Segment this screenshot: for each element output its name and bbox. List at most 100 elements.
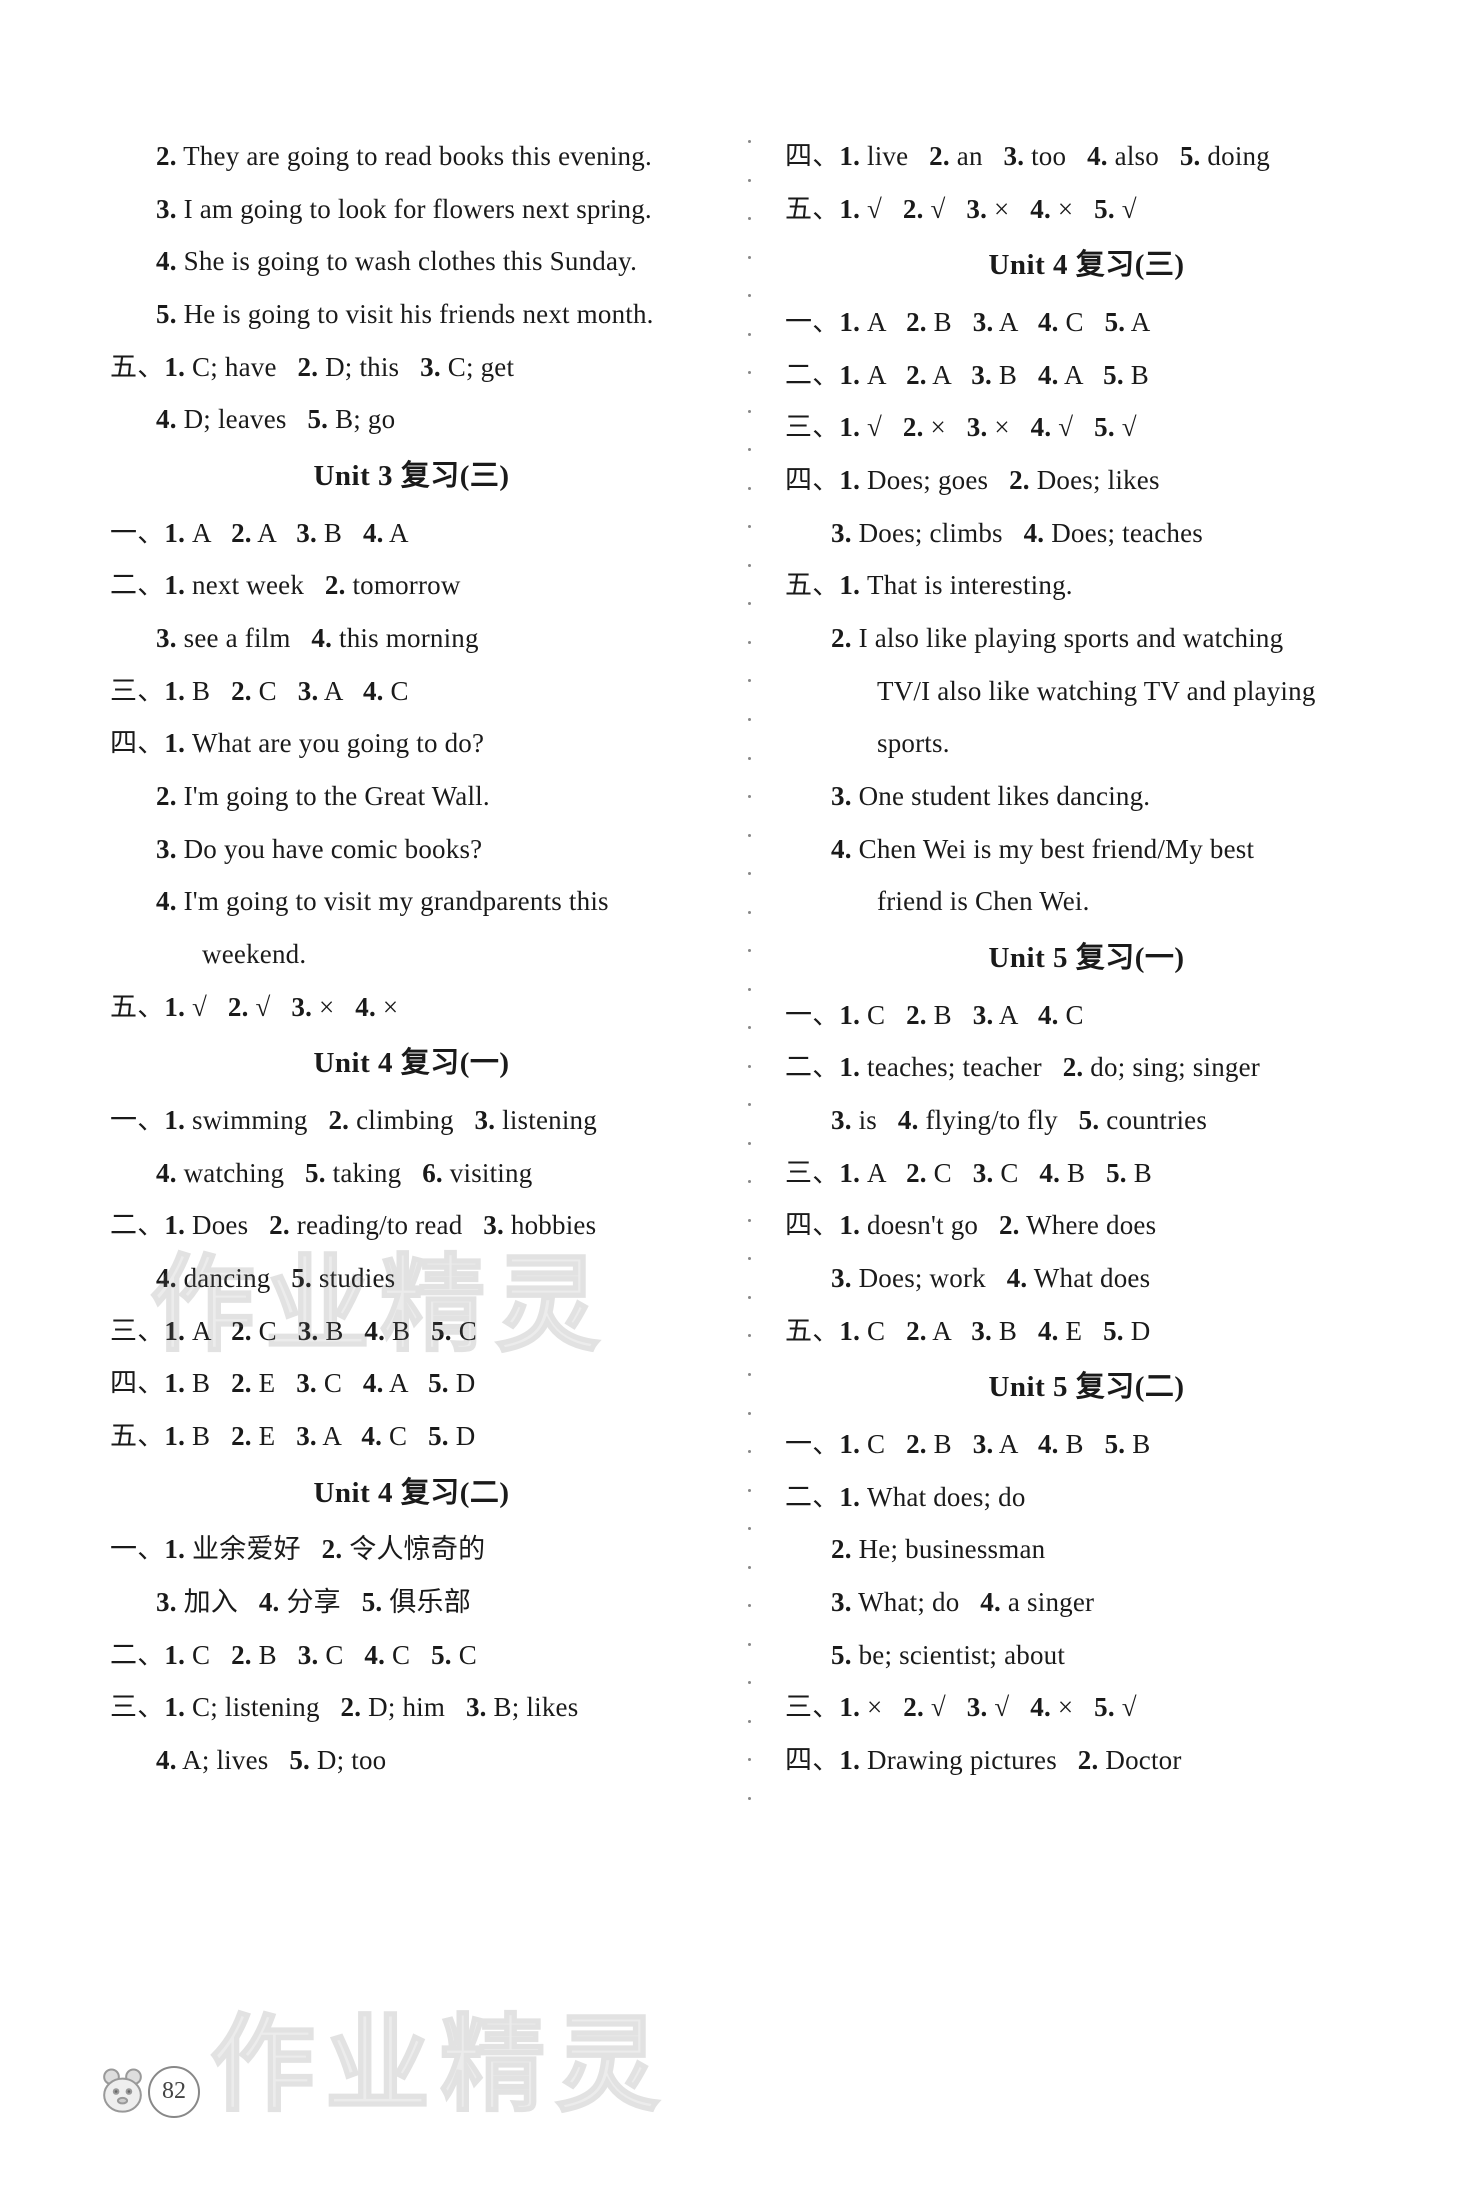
divider-dot xyxy=(748,1681,751,1684)
answer-line: 二、1. A 2. A 3. B 4. A 5. B xyxy=(785,349,1388,402)
answer-line: 3. Does; work 4. What does xyxy=(785,1252,1388,1305)
answer-line: 2. I'm going to the Great Wall. xyxy=(110,770,713,823)
answer-line: 二、1. C 2. B 3. C 4. C 5. C xyxy=(110,1629,713,1682)
divider-dot xyxy=(748,1296,751,1299)
divider-dot xyxy=(748,1412,751,1415)
answer-line: 3. 加入 4. 分享 5. 俱乐部 xyxy=(110,1576,713,1629)
answer-line: 四、1. Does; goes 2. Does; likes xyxy=(785,454,1388,507)
answer-line: 3. is 4. flying/to fly 5. countries xyxy=(785,1094,1388,1147)
answer-line: 二、1. What does; do xyxy=(785,1471,1388,1524)
divider-dot xyxy=(748,679,751,682)
answer-line: 四、1. live 2. an 3. too 4. also 5. doing xyxy=(785,130,1388,183)
answer-line: TV/I also like watching TV and playing xyxy=(785,665,1388,718)
divider-dot xyxy=(748,641,751,644)
answer-line: 4. D; leaves 5. B; go xyxy=(110,393,713,446)
answer-line: 3. I am going to look for flowers next s… xyxy=(110,183,713,236)
divider-dot xyxy=(748,1065,751,1068)
divider-dot xyxy=(748,988,751,991)
unit-heading: Unit 3 复习(三) xyxy=(110,446,713,507)
answer-line: 一、1. A 2. B 3. A 4. C 5. A xyxy=(785,296,1388,349)
answer-line: 四、1. doesn't go 2. Where does xyxy=(785,1199,1388,1252)
divider-dot xyxy=(748,1103,751,1106)
divider-dot xyxy=(748,1643,751,1646)
divider-dot xyxy=(748,718,751,721)
divider-dot xyxy=(748,1566,751,1569)
answer-line: 五、1. C 2. A 3. B 4. E 5. D xyxy=(785,1305,1388,1358)
divider-dot xyxy=(748,1450,751,1453)
answer-line: 五、1. √ 2. √ 3. × 4. × xyxy=(110,981,713,1034)
divider-dot xyxy=(748,602,751,605)
divider-dot xyxy=(748,795,751,798)
divider-dot xyxy=(748,1797,751,1800)
divider-dot xyxy=(748,872,751,875)
divider-dot xyxy=(748,140,751,143)
answer-line: 3. Do you have comic books? xyxy=(110,823,713,876)
answer-line: 三、1. C; listening 2. D; him 3. B; likes xyxy=(110,1681,713,1734)
answer-line: friend is Chen Wei. xyxy=(785,875,1388,928)
answer-line: 4. She is going to wash clothes this Sun… xyxy=(110,235,713,288)
answer-line: 2. He; businessman xyxy=(785,1523,1388,1576)
divider-dot xyxy=(748,1180,751,1183)
divider-dot xyxy=(748,1489,751,1492)
divider-dot xyxy=(748,487,751,490)
divider-dot xyxy=(748,949,751,952)
answer-line: 五、1. √ 2. √ 3. × 4. × 5. √ xyxy=(785,183,1388,236)
unit-heading: Unit 4 复习(二) xyxy=(110,1463,713,1524)
answer-line: 三、1. A 2. C 3. C 4. B 5. B xyxy=(785,1147,1388,1200)
divider-dot xyxy=(748,834,751,837)
answer-line: 2. They are going to read books this eve… xyxy=(110,130,713,183)
answer-line: 3. Does; climbs 4. Does; teaches xyxy=(785,507,1388,560)
divider-dot xyxy=(748,333,751,336)
divider-dot xyxy=(748,1758,751,1761)
answer-line: 五、1. B 2. E 3. A 4. C 5. D xyxy=(110,1410,713,1463)
answer-line: 4. Chen Wei is my best friend/My best xyxy=(785,823,1388,876)
answer-line: 一、1. C 2. B 3. A 4. B 5. B xyxy=(785,1418,1388,1471)
answer-line: 一、1. A 2. A 3. B 4. A xyxy=(110,507,713,560)
answer-line: 3. see a film 4. this morning xyxy=(110,612,713,665)
answer-line: 三、1. A 2. C 3. B 4. B 5. C xyxy=(110,1305,713,1358)
answer-line: 四、1. B 2. E 3. C 4. A 5. D xyxy=(110,1357,713,1410)
divider-dot xyxy=(748,410,751,413)
answer-line: 5. He is going to visit his friends next… xyxy=(110,288,713,341)
divider-dot xyxy=(748,1334,751,1337)
answer-line: 4. A; lives 5. D; too xyxy=(110,1734,713,1787)
answer-line: weekend. xyxy=(110,928,713,981)
divider-dot xyxy=(748,1257,751,1260)
answer-line: 三、1. × 2. √ 3. √ 4. × 5. √ xyxy=(785,1681,1388,1734)
left-column: 2. They are going to read books this eve… xyxy=(110,130,713,1810)
divider-dot xyxy=(748,1142,751,1145)
answer-line: 4. I'm going to visit my grandparents th… xyxy=(110,875,713,928)
divider-dot xyxy=(748,1026,751,1029)
page-container: 2. They are going to read books this eve… xyxy=(0,0,1478,1870)
divider-dot xyxy=(748,525,751,528)
answer-line: 2. I also like playing sports and watchi… xyxy=(785,612,1388,665)
watermark-2: 作业精灵 xyxy=(210,1980,670,2132)
divider-dot xyxy=(748,1604,751,1607)
answer-line: 五、1. C; have 2. D; this 3. C; get xyxy=(110,341,713,394)
divider-dot xyxy=(748,911,751,914)
unit-heading: Unit 5 复习(二) xyxy=(785,1357,1388,1418)
answer-line: 五、1. That is interesting. xyxy=(785,559,1388,612)
answer-line: 三、1. √ 2. × 3. × 4. √ 5. √ xyxy=(785,401,1388,454)
answer-line: sports. xyxy=(785,717,1388,770)
answer-line: 三、1. B 2. C 3. A 4. C xyxy=(110,665,713,718)
answer-line: 4. dancing 5. studies xyxy=(110,1252,713,1305)
column-divider xyxy=(748,130,750,1810)
unit-heading: Unit 4 复习(一) xyxy=(110,1033,713,1094)
answer-line: 4. watching 5. taking 6. visiting xyxy=(110,1147,713,1200)
divider-dot xyxy=(748,179,751,182)
divider-dot xyxy=(748,1219,751,1222)
divider-dot xyxy=(748,1373,751,1376)
answer-line: 3. What; do 4. a singer xyxy=(785,1576,1388,1629)
unit-heading: Unit 5 复习(一) xyxy=(785,928,1388,989)
divider-dot xyxy=(748,371,751,374)
answer-line: 3. One student likes dancing. xyxy=(785,770,1388,823)
divider-dot xyxy=(748,294,751,297)
bear-icon xyxy=(95,2064,150,2119)
answer-line: 二、1. Does 2. reading/to read 3. hobbies xyxy=(110,1199,713,1252)
answer-line: 一、1. swimming 2. climbing 3. listening xyxy=(110,1094,713,1147)
answer-line: 四、1. Drawing pictures 2. Doctor xyxy=(785,1734,1388,1787)
unit-heading: Unit 4 复习(三) xyxy=(785,235,1388,296)
page-number: 82 xyxy=(148,2066,200,2118)
divider-dot xyxy=(748,256,751,259)
